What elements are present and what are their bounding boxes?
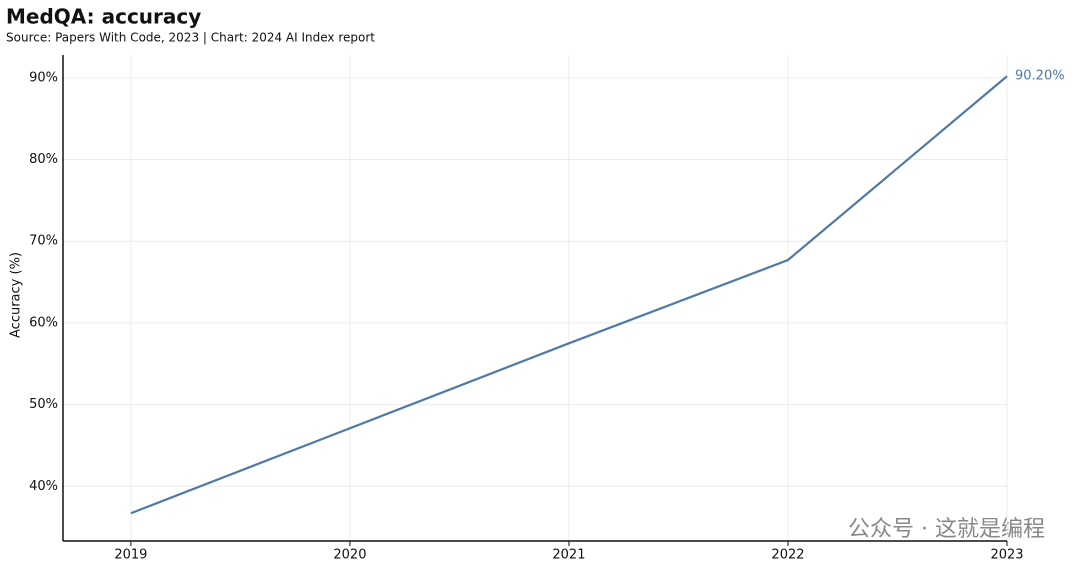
y-tick-label: 80% xyxy=(29,152,58,167)
y-tick-label: 50% xyxy=(29,397,58,412)
x-tick-label: 2022 xyxy=(771,548,804,563)
y-tick-label: 70% xyxy=(29,234,58,249)
chart-subtitle: Source: Papers With Code, 2023 | Chart: … xyxy=(6,31,375,45)
data-label: 90.20% xyxy=(1015,69,1065,84)
chart-title: MedQA: accuracy xyxy=(6,5,201,29)
y-tick-label: 40% xyxy=(29,479,58,494)
y-tick-label: 90% xyxy=(29,70,58,85)
x-tick-label: 2023 xyxy=(990,548,1023,563)
x-tick-label: 2019 xyxy=(114,548,147,563)
y-axis-label: Accuracy (%) xyxy=(9,252,24,338)
data-line xyxy=(130,75,1008,515)
watermark: 公众号 · 这就是编程 xyxy=(848,517,1045,542)
x-tick-label: 2020 xyxy=(333,548,366,563)
x-tick-label: 2021 xyxy=(552,548,585,563)
y-tick-label: 60% xyxy=(29,315,58,330)
